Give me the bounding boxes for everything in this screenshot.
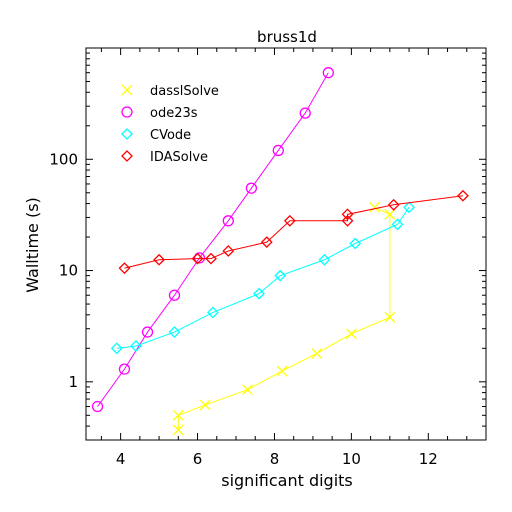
data-point-CVode <box>110 342 123 355</box>
data-point-dasslSolve <box>311 347 323 359</box>
data-point-IDASolve <box>191 252 204 265</box>
data-point-ode23s <box>272 144 284 157</box>
legend-marker-ode23s <box>121 106 133 118</box>
data-point-ode23s <box>322 67 334 79</box>
legend-item-dasslSolve: dasslSolve <box>121 84 219 99</box>
data-point-CVode <box>253 287 265 300</box>
legend-label: dasslSolve <box>150 84 219 99</box>
data-point-IDASolve <box>457 189 469 202</box>
legend-label: IDASolve <box>150 150 208 165</box>
series-line-CVode <box>116 207 410 349</box>
data-point-CVode <box>403 201 415 214</box>
data-point-CVode <box>168 326 181 338</box>
data-point-CVode <box>318 253 331 266</box>
x-tick-label: 4 <box>116 450 126 468</box>
data-point-IDASolve <box>222 245 235 257</box>
data-point-dasslSolve <box>369 201 380 213</box>
data-point-IDASolve <box>205 252 217 265</box>
x-tick-label: 10 <box>342 450 361 468</box>
data-point-ode23s <box>222 215 234 227</box>
data-point-ode23s <box>193 252 206 264</box>
series-line-dasslSolve <box>177 206 391 430</box>
series-IDASolve <box>118 189 469 275</box>
x-tick-label: 12 <box>419 450 438 468</box>
axis-layer: 4 6 8 10 12 1 10 100 <box>49 48 487 468</box>
data-point-IDASolve <box>341 214 354 227</box>
series-CVode <box>110 201 415 355</box>
x-axis-label: significant digits <box>221 471 353 490</box>
data-point-IDASolve <box>341 208 354 221</box>
data-point-ode23s <box>299 107 311 119</box>
legend-item-ode23s: ode23s <box>121 106 198 121</box>
data-point-dasslSolve <box>384 311 396 323</box>
data-point-ode23s <box>141 326 154 338</box>
series-dasslSolve <box>172 201 396 436</box>
data-point-dasslSolve <box>199 399 211 411</box>
legend: dasslSolve ode23s CVode IDASolve <box>121 84 219 165</box>
series-layer <box>91 67 469 436</box>
data-point-CVode <box>274 269 287 282</box>
legend-marker-CVode <box>121 128 133 140</box>
data-point-ode23s <box>91 400 104 413</box>
data-point-dasslSolve <box>172 424 184 436</box>
legend-label: CVode <box>150 128 191 143</box>
data-point-IDASolve <box>153 253 165 266</box>
data-point-dasslSolve <box>172 409 184 421</box>
data-point-CVode <box>391 218 404 231</box>
legend-item-IDASolve: IDASolve <box>121 150 208 165</box>
data-point-IDASolve <box>387 198 400 211</box>
y-tick-label: 100 <box>49 150 78 168</box>
data-point-dasslSolve <box>276 365 288 377</box>
y-axis-label: Walltime (s) <box>23 197 42 293</box>
data-point-dasslSolve <box>384 208 396 220</box>
data-point-IDASolve <box>260 236 273 249</box>
data-point-dasslSolve <box>242 384 253 396</box>
legend-marker-dasslSolve <box>121 84 133 96</box>
x-tick-label: 8 <box>270 450 280 468</box>
data-point-ode23s <box>118 363 131 375</box>
legend-label: ode23s <box>150 106 198 121</box>
data-point-CVode <box>130 340 142 352</box>
x-tick-label: 6 <box>193 450 203 468</box>
data-point-ode23s <box>245 182 258 194</box>
data-point-CVode <box>349 237 362 250</box>
chart-title: bruss1d <box>257 28 317 46</box>
y-tick-label: 10 <box>59 262 78 280</box>
data-point-IDASolve <box>283 214 296 227</box>
y-tick-label: 1 <box>68 373 78 391</box>
legend-marker-IDASolve <box>121 150 133 162</box>
series-line-IDASolve <box>124 195 463 269</box>
legend-item-CVode: CVode <box>121 128 191 143</box>
data-point-IDASolve <box>118 262 131 275</box>
plot-frame <box>85 47 487 441</box>
data-point-ode23s <box>168 289 181 301</box>
data-point-CVode <box>207 306 219 319</box>
data-point-dasslSolve <box>345 328 357 340</box>
